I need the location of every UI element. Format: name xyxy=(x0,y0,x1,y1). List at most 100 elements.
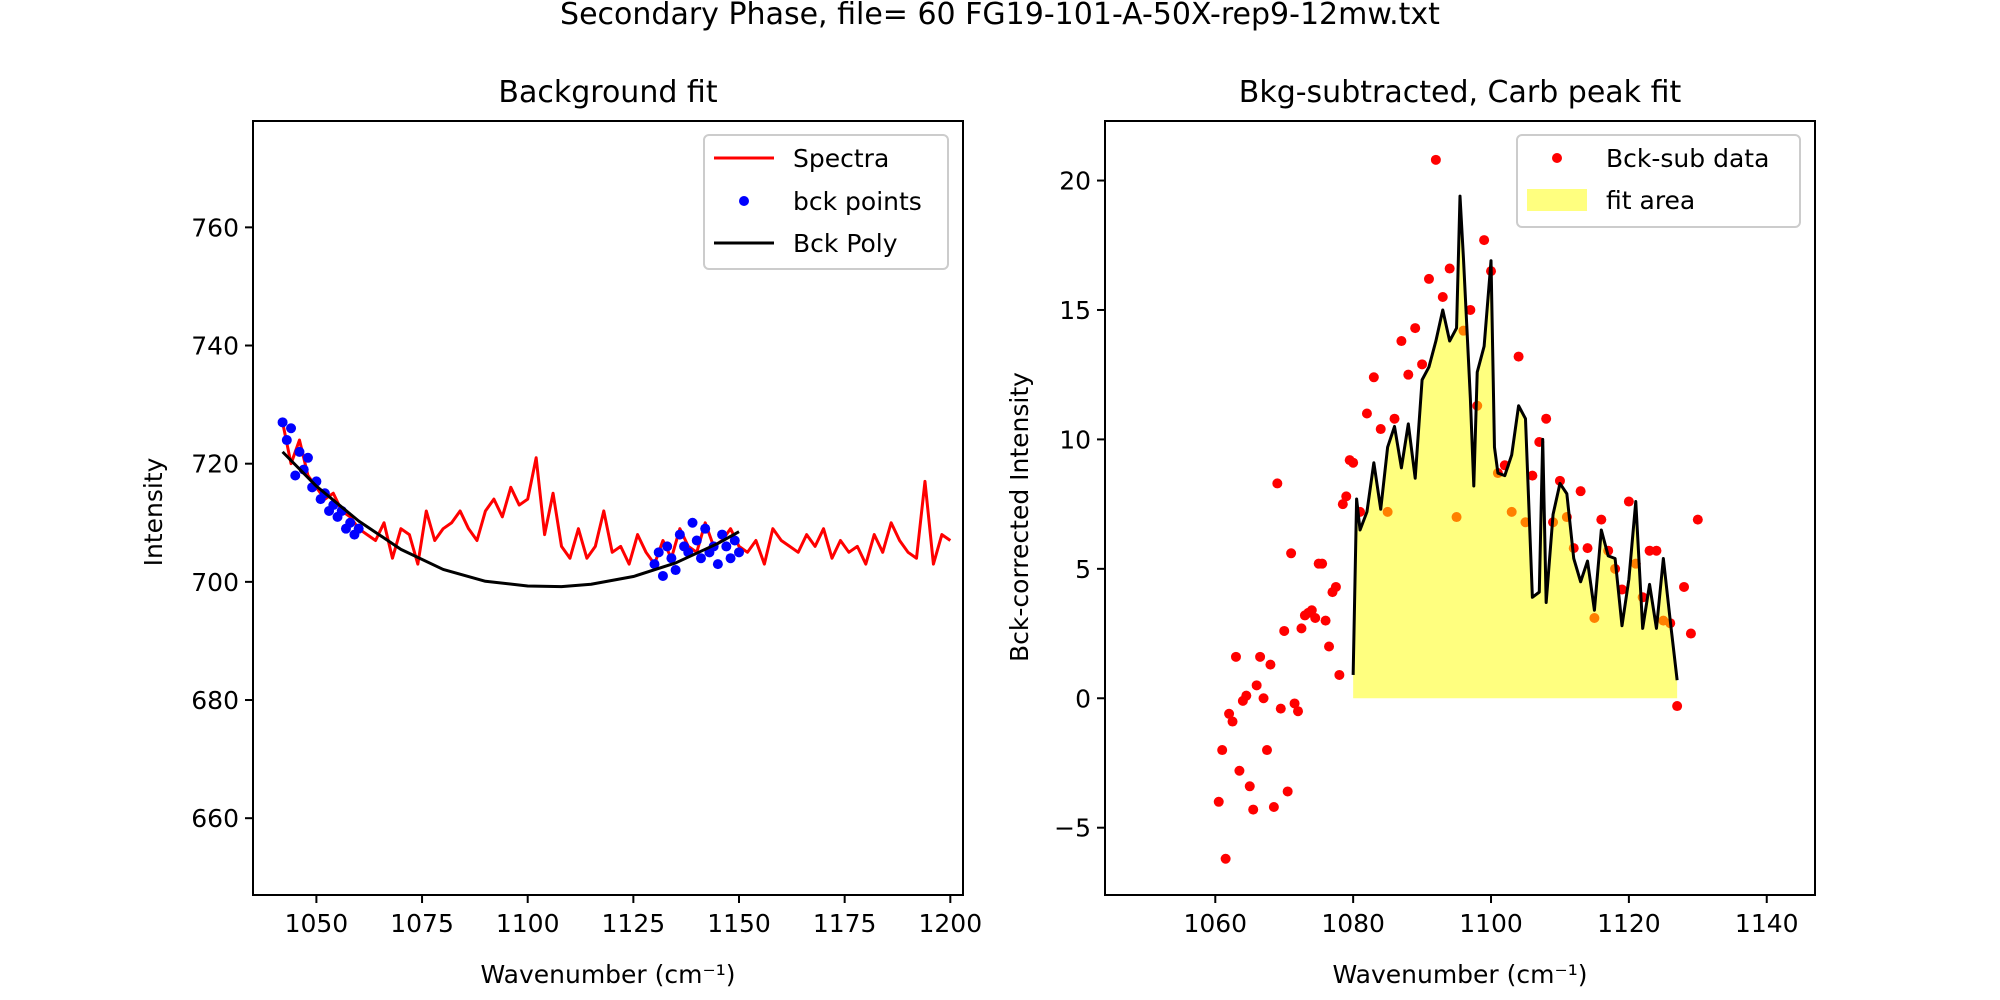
y-tick-label: 720 xyxy=(191,450,239,479)
data-point-bck-sub-data xyxy=(1324,641,1335,652)
y-tick-label: −5 xyxy=(1054,814,1091,843)
x-tick-label: 1175 xyxy=(813,909,877,938)
panel-background-fit: Background fit 1050 1075 1100 1125 1150 1175 1… xyxy=(139,75,982,989)
data-point-bck-sub-data xyxy=(1279,625,1290,636)
x-tick-label: 1125 xyxy=(602,909,666,938)
data-point-bck-sub-data xyxy=(1403,369,1414,380)
panel-left-title: Background fit xyxy=(498,75,717,110)
panel-left-plot: 1050 1075 1100 1125 1150 1175 1200 660 680 700 720… xyxy=(191,120,983,938)
data-point-bck-points xyxy=(725,553,736,564)
legend-swatch-bck-points xyxy=(739,196,749,206)
legend-label-spectra: Spectra xyxy=(793,144,889,173)
data-point-bck-sub-data xyxy=(1513,351,1524,362)
data-point-bck-points xyxy=(670,565,681,576)
legend-box xyxy=(1516,134,1801,228)
data-point-bck-sub-data xyxy=(1368,372,1379,383)
data-point-bck-sub-data xyxy=(1423,273,1434,284)
data-point-bck-sub-data xyxy=(1261,745,1272,756)
x-tick-label: 1100 xyxy=(496,909,560,938)
legend-box xyxy=(703,134,949,270)
x-tick-label: 1120 xyxy=(1597,909,1661,938)
legend-label-fit-area: fit area xyxy=(1606,186,1695,215)
figure-suptitle: Secondary Phase, file= 60 FG19-101-A-50X… xyxy=(560,0,1440,32)
y-tick-label: 10 xyxy=(1059,425,1091,454)
series-area-fit-area xyxy=(1353,196,1678,699)
x-tick-label: 1060 xyxy=(1183,909,1247,938)
data-point-bck-sub-data xyxy=(1220,853,1231,864)
x-tick-label: 1050 xyxy=(285,909,349,938)
series-line-spectra xyxy=(281,422,952,566)
y-tick-label: 660 xyxy=(191,804,239,833)
data-point-bck-sub-data xyxy=(1672,701,1683,712)
x-tick-label: 1100 xyxy=(1459,909,1523,938)
x-tick-label: 1200 xyxy=(919,909,983,938)
panel-carb-peak-fit: Bkg-subtracted, Carb peak fit 1060 1080 11… xyxy=(1005,75,1816,989)
data-point-bck-sub-data xyxy=(1265,659,1276,670)
data-point-bck-points xyxy=(687,517,698,528)
data-point-bck-sub-data xyxy=(1430,154,1441,165)
data-point-bck-sub-data xyxy=(1417,359,1428,370)
legend: Bck-sub data fit area xyxy=(1516,134,1801,228)
panel-left-xlabel: Wavenumber (cm⁻¹) xyxy=(481,960,736,989)
data-point-bck-points xyxy=(674,529,685,540)
data-point-bck-sub-data xyxy=(1213,796,1224,807)
series-line-fit-line xyxy=(1351,194,1679,681)
legend: Spectra bck points Bck Poly xyxy=(703,134,949,270)
plot-data-layer xyxy=(1213,154,1703,864)
data-point-bck-sub-data xyxy=(1268,801,1279,812)
data-point-bck-points xyxy=(717,529,728,540)
x-tick-label: 1140 xyxy=(1735,909,1799,938)
data-point-bck-sub-data xyxy=(1679,581,1690,592)
data-point-bck-sub-data xyxy=(1217,745,1228,756)
data-point-bck-sub-data xyxy=(1275,703,1286,714)
data-point-bck-points xyxy=(277,417,288,428)
data-point-bck-sub-data xyxy=(1479,235,1490,246)
panel-right-plot: 1060 1080 1100 1120 1140 −5 0 5 10 15 20 Bck-sub da… xyxy=(1054,120,1816,938)
x-tick-label: 1075 xyxy=(390,909,454,938)
panel-right-ylabel: Bck-corrected Intensity xyxy=(1005,372,1034,662)
plot-data-layer xyxy=(277,417,952,589)
data-point-bck-points xyxy=(729,535,740,546)
data-point-bck-sub-data xyxy=(1282,786,1293,797)
data-point-bck-sub-data xyxy=(1527,470,1538,481)
data-point-bck-sub-data xyxy=(1541,413,1552,424)
data-point-bck-points xyxy=(721,541,732,552)
y-tick-label: 760 xyxy=(191,213,239,242)
data-point-bck-points xyxy=(734,547,745,558)
legend-label-bck-sub-data: Bck-sub data xyxy=(1606,144,1769,173)
y-tick-label: 680 xyxy=(191,686,239,715)
series-line-bck-poly xyxy=(281,450,740,589)
data-point-bck-sub-data xyxy=(1224,708,1235,719)
data-point-bck-sub-data xyxy=(1396,336,1407,347)
legend-swatch-fit-area xyxy=(1527,189,1587,211)
data-point-bck-sub-data xyxy=(1644,545,1655,556)
data-point-bck-sub-data xyxy=(1320,615,1331,626)
data-point-bck-sub-data xyxy=(1389,413,1400,424)
data-point-bck-points xyxy=(353,523,364,534)
data-point-bck-sub-data xyxy=(1575,486,1586,497)
y-tick-label: 5 xyxy=(1075,555,1091,584)
data-point-bck-sub-data xyxy=(1692,514,1703,525)
data-point-bck-sub-data xyxy=(1582,543,1593,554)
data-point-bck-sub-data xyxy=(1410,323,1421,334)
data-point-bck-points xyxy=(666,553,677,564)
y-tick-label: 15 xyxy=(1059,296,1091,325)
data-point-bck-points xyxy=(662,541,673,552)
data-point-bck-sub-data xyxy=(1330,581,1341,592)
y-tick-label: 700 xyxy=(191,568,239,597)
y-tick-label: 740 xyxy=(191,332,239,361)
data-point-bck-sub-data xyxy=(1296,623,1307,634)
data-point-bck-sub-data xyxy=(1334,669,1345,680)
data-point-bck-sub-data xyxy=(1241,690,1252,701)
data-point-bck-sub-data xyxy=(1248,804,1259,815)
data-point-bck-points xyxy=(345,517,356,528)
y-tick-label: 0 xyxy=(1075,684,1091,713)
data-point-bck-points xyxy=(691,535,702,546)
data-point-bck-sub-data xyxy=(1227,716,1238,727)
data-point-bck-sub-data xyxy=(1596,514,1607,525)
data-point-bck-points xyxy=(712,559,723,570)
data-point-bck-sub-data xyxy=(1310,613,1321,624)
data-point-bck-sub-data xyxy=(1554,475,1565,486)
data-point-bck-sub-data xyxy=(1337,499,1348,510)
panel-right-title: Bkg-subtracted, Carb peak fit xyxy=(1239,75,1682,110)
